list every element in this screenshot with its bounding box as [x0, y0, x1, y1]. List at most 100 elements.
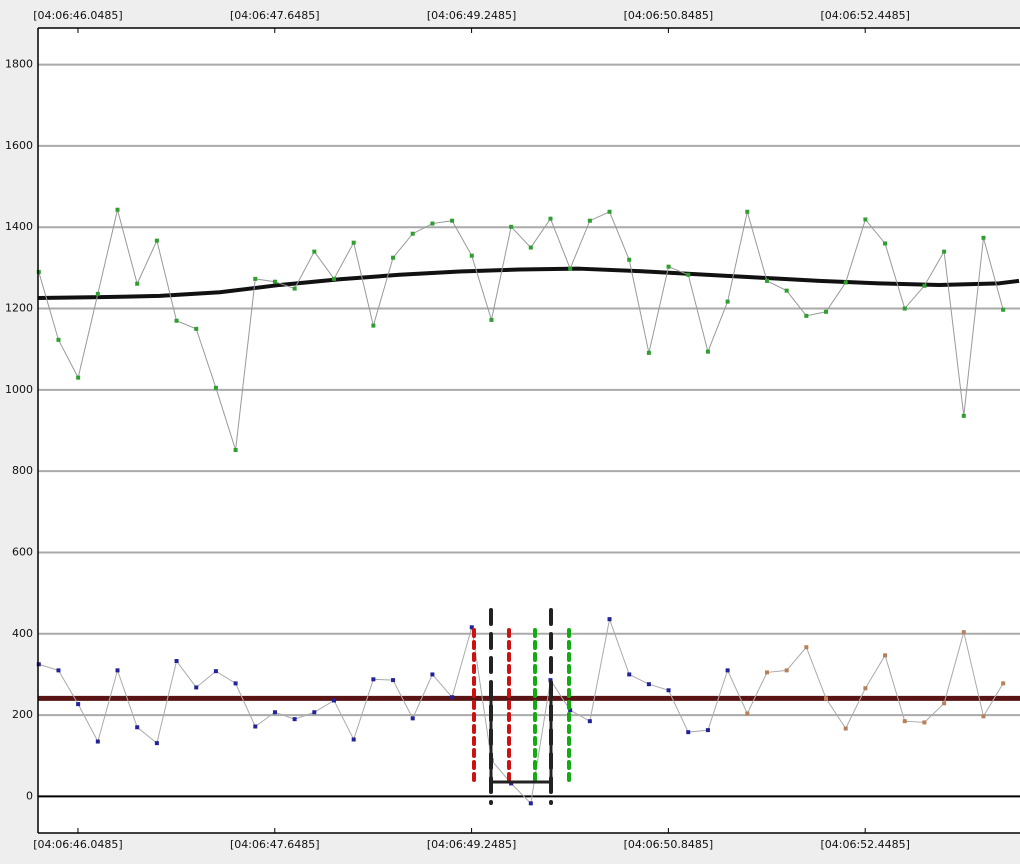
- point: [607, 209, 612, 214]
- point: [135, 725, 140, 730]
- y-tick-label: 1400: [5, 220, 33, 233]
- point: [312, 249, 317, 254]
- point: [764, 670, 769, 675]
- series-line: [38, 617, 1004, 805]
- point: [272, 710, 277, 715]
- x-tick-label-bottom: [04:06:52.4485]: [820, 838, 909, 851]
- point: [784, 288, 789, 293]
- point: [528, 801, 533, 806]
- point: [646, 350, 651, 355]
- point: [95, 739, 100, 744]
- y-tick-label: 400: [12, 627, 33, 640]
- point: [666, 688, 671, 693]
- point: [961, 630, 966, 635]
- x-tick-label-top: [04:06:49.2485]: [427, 9, 516, 22]
- x-tick-label-bottom: [04:06:46.0485]: [33, 838, 122, 851]
- point: [331, 698, 336, 703]
- point: [627, 257, 632, 262]
- trend-line: [38, 266, 1020, 300]
- point: [509, 224, 514, 229]
- point: [213, 669, 218, 674]
- point: [351, 240, 356, 245]
- point: [1001, 307, 1006, 312]
- point: [351, 737, 356, 742]
- point: [1001, 681, 1006, 686]
- point: [568, 708, 573, 713]
- point: [154, 238, 159, 243]
- point: [942, 701, 947, 706]
- point: [154, 741, 159, 746]
- point: [115, 668, 120, 673]
- x-tick-label-bottom: [04:06:50.8485]: [624, 838, 713, 851]
- point: [36, 662, 41, 667]
- point: [804, 313, 809, 318]
- point: [450, 218, 455, 223]
- point: [548, 216, 553, 221]
- point: [469, 625, 474, 630]
- point: [410, 716, 415, 721]
- point: [922, 720, 927, 725]
- point: [528, 245, 533, 250]
- point: [312, 710, 317, 715]
- point: [804, 645, 809, 650]
- point: [764, 278, 769, 283]
- point: [76, 375, 81, 380]
- point: [587, 719, 592, 724]
- point: [174, 318, 179, 323]
- x-tick-label-top: [04:06:52.4485]: [820, 9, 909, 22]
- point: [450, 695, 455, 700]
- point: [902, 306, 907, 311]
- point: [56, 668, 61, 673]
- point: [824, 696, 829, 701]
- point: [272, 279, 277, 284]
- point: [194, 326, 199, 331]
- point: [725, 668, 730, 673]
- y-tick-label: 800: [12, 464, 33, 477]
- point: [863, 217, 868, 222]
- point: [489, 317, 494, 322]
- y-tick-label: 200: [12, 708, 33, 721]
- series-line: [38, 209, 1004, 451]
- point: [430, 221, 435, 226]
- point: [76, 702, 81, 707]
- point: [705, 349, 710, 354]
- point: [371, 323, 376, 328]
- point: [705, 728, 710, 733]
- point: [961, 413, 966, 418]
- point: [371, 677, 376, 682]
- point: [745, 711, 750, 716]
- x-tick-label-bottom: [04:06:47.6485]: [230, 838, 319, 851]
- point: [981, 235, 986, 240]
- point: [213, 385, 218, 390]
- point: [843, 280, 848, 285]
- point: [410, 231, 415, 236]
- x-tick-label-bottom: [04:06:49.2485]: [427, 838, 516, 851]
- selection-overlay: [472, 608, 571, 805]
- point: [587, 218, 592, 223]
- y-tick-label: 0: [26, 789, 33, 802]
- point: [135, 281, 140, 286]
- point: [863, 686, 868, 691]
- point: [824, 309, 829, 314]
- point: [745, 209, 750, 214]
- point: [607, 617, 612, 622]
- point: [233, 681, 238, 686]
- point: [627, 672, 632, 677]
- point: [784, 668, 789, 673]
- point: [902, 719, 907, 724]
- y-tick-label: 600: [12, 545, 33, 558]
- point: [194, 685, 199, 690]
- point: [469, 253, 474, 258]
- x-tick-label-top: [04:06:47.6485]: [230, 9, 319, 22]
- point: [292, 717, 297, 722]
- point: [253, 276, 258, 281]
- point: [883, 653, 888, 658]
- point: [725, 299, 730, 304]
- y-tick-label: 1000: [5, 383, 33, 396]
- point: [174, 659, 179, 664]
- point: [36, 269, 41, 274]
- y-tick-label: 1800: [5, 58, 33, 71]
- point: [686, 272, 691, 277]
- point: [233, 448, 238, 453]
